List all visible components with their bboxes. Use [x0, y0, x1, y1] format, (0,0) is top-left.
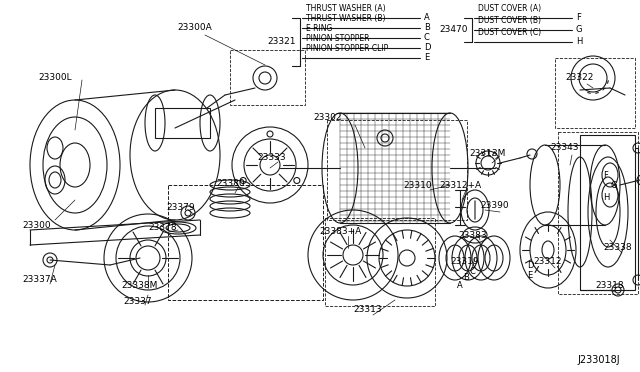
Text: H: H	[576, 38, 582, 46]
Text: 23321: 23321	[268, 38, 296, 46]
Text: C: C	[469, 267, 475, 276]
Bar	[555, 58, 635, 128]
Text: 23470: 23470	[440, 26, 468, 35]
Text: A: A	[424, 13, 429, 22]
Text: C: C	[424, 33, 430, 42]
Text: B: B	[463, 273, 469, 282]
Text: 23337A: 23337A	[22, 276, 58, 285]
Text: 23333: 23333	[258, 153, 286, 161]
Text: 23319: 23319	[451, 257, 479, 266]
Text: PINION STOPPER: PINION STOPPER	[306, 34, 369, 43]
Text: F: F	[604, 170, 609, 180]
Text: E RING: E RING	[306, 24, 332, 33]
Text: G: G	[576, 26, 582, 35]
Text: DUST COVER (B): DUST COVER (B)	[478, 16, 541, 25]
Text: THRUST WASHER (A): THRUST WASHER (A)	[306, 4, 386, 13]
Text: 23302: 23302	[314, 113, 342, 122]
Text: 23378: 23378	[148, 224, 177, 232]
Text: 23383: 23383	[459, 231, 487, 240]
Text: 23310: 23310	[404, 180, 432, 189]
Text: 23383+A: 23383+A	[319, 228, 361, 237]
Text: D: D	[424, 44, 431, 52]
Bar	[327, 120, 467, 220]
Text: PINION STOPPER CLIP: PINION STOPPER CLIP	[306, 44, 388, 53]
Bar	[168, 185, 323, 300]
Bar	[580, 135, 635, 290]
Text: E: E	[527, 270, 532, 279]
Text: G: G	[611, 182, 617, 190]
Bar	[155, 108, 210, 138]
Text: 23390: 23390	[481, 201, 509, 209]
Text: 23380: 23380	[217, 179, 245, 187]
Text: J233018J: J233018J	[577, 355, 620, 365]
Text: 23337: 23337	[124, 298, 152, 307]
Text: THRUST WASHER (B): THRUST WASHER (B)	[306, 14, 385, 23]
Text: 23338: 23338	[604, 244, 632, 253]
Bar	[558, 132, 638, 294]
Text: DUST COVER (C): DUST COVER (C)	[478, 28, 541, 37]
Text: A: A	[457, 280, 463, 289]
Text: F: F	[576, 13, 581, 22]
Bar	[230, 50, 305, 105]
Text: 23322: 23322	[566, 74, 594, 83]
Text: 23300: 23300	[22, 221, 51, 230]
Text: 23313M: 23313M	[470, 148, 506, 157]
Text: 23300L: 23300L	[38, 73, 72, 81]
Text: 23379: 23379	[166, 202, 195, 212]
Text: D: D	[527, 260, 533, 269]
Text: 23300A: 23300A	[178, 23, 212, 32]
Text: 23313: 23313	[354, 305, 382, 314]
Text: H: H	[603, 192, 609, 202]
Text: DUST COVER (A): DUST COVER (A)	[478, 4, 541, 13]
Bar	[325, 218, 435, 306]
Text: 23318: 23318	[596, 280, 624, 289]
Text: 23312: 23312	[534, 257, 563, 266]
Text: E: E	[424, 54, 429, 62]
Text: 23338M: 23338M	[122, 280, 158, 289]
Text: 23312+A: 23312+A	[439, 180, 481, 189]
Text: 23343: 23343	[551, 144, 579, 153]
Text: B: B	[424, 23, 430, 32]
